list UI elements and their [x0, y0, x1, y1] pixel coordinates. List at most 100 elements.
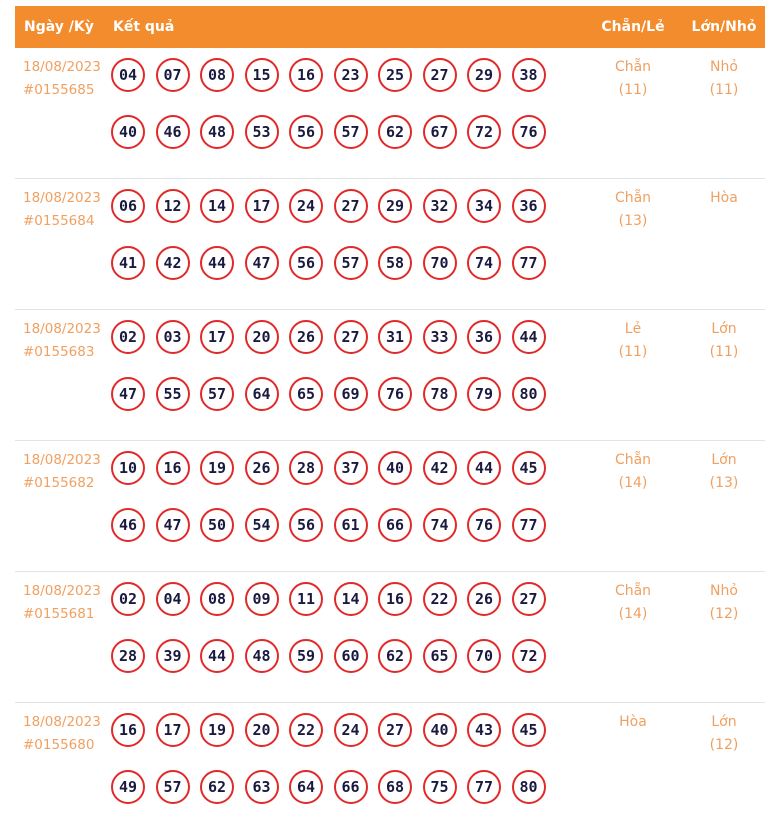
big-small-cell: Hòa — [683, 179, 765, 309]
number-ball: 28 — [111, 639, 145, 673]
even-odd-cell: Hòa — [583, 703, 683, 834]
even-odd-label: Hòa — [619, 714, 647, 730]
draw-id: #0155681 — [23, 606, 95, 622]
big-small-count: (11) — [709, 82, 739, 98]
number-ball: 76 — [378, 377, 412, 411]
number-ball: 16 — [289, 58, 323, 92]
number-ball: 66 — [333, 770, 368, 804]
number-ball: 29 — [467, 58, 501, 92]
number-ball: 66 — [378, 508, 412, 542]
table-row: 18/08/2023 #0155681 02 04 08 09 11 14 16 22 26 27 2… — [15, 572, 765, 703]
number-ball: 78 — [422, 377, 457, 411]
big-small-label: Nhỏ — [710, 583, 738, 599]
number-ball: 16 — [378, 582, 412, 616]
number-ball: 70 — [422, 246, 457, 280]
number-ball: 64 — [289, 770, 323, 804]
number-ball: 72 — [467, 115, 501, 149]
number-ball: 34 — [467, 189, 501, 223]
big-small-label: Nhỏ — [710, 59, 738, 75]
number-ball: 47 — [111, 377, 145, 411]
even-odd-label: Chẵn — [614, 583, 652, 599]
number-ball: 64 — [244, 377, 279, 411]
results-table: Ngày /Kỳ Kết quả Chẵn/Lẻ Lớn/Nhỏ 18/08/2… — [15, 6, 765, 834]
number-ball: 26 — [244, 451, 279, 485]
header-big-small: Lớn/Nhỏ — [691, 19, 757, 35]
draw-id: #0155684 — [23, 213, 95, 229]
number-ball: 14 — [200, 189, 234, 223]
number-ball: 16 — [155, 451, 190, 485]
big-small-cell: Lớn (13) — [683, 441, 765, 571]
number-ball: 37 — [333, 451, 368, 485]
even-odd-cell: Lẻ (11) — [583, 310, 683, 440]
number-ball: 76 — [467, 508, 501, 542]
number-ball: 62 — [200, 770, 234, 804]
table-row: 18/08/2023 #0155683 02 03 17 20 26 27 31 33 36 44 4… — [15, 310, 765, 441]
number-ball: 56 — [289, 115, 323, 149]
number-ball: 24 — [333, 713, 368, 747]
number-ball: 03 — [155, 320, 190, 354]
number-ball: 80 — [511, 377, 546, 411]
big-small-label: Lớn — [711, 714, 737, 730]
number-ball: 77 — [511, 246, 546, 280]
number-ball: 57 — [333, 246, 368, 280]
number-ball: 17 — [200, 320, 234, 354]
number-ball: 57 — [155, 770, 190, 804]
number-ball: 20 — [244, 713, 279, 747]
result-cell: 10 16 19 26 28 37 40 42 44 45 46 47 50 54 56 61 66 74 76 77 — [111, 441, 583, 571]
date-cell: 18/08/2023 #0155680 — [15, 703, 113, 834]
big-small-count: (12) — [709, 737, 739, 753]
big-small-cell: Lớn (11) — [683, 310, 765, 440]
number-ball: 39 — [155, 639, 190, 673]
number-ball: 57 — [200, 377, 234, 411]
number-ball: 63 — [244, 770, 279, 804]
date-cell: 18/08/2023 #0155681 — [15, 572, 113, 702]
big-small-cell: Nhỏ (12) — [683, 572, 765, 702]
number-ball: 11 — [289, 582, 323, 616]
number-ball: 36 — [467, 320, 501, 354]
draw-date: 18/08/2023 — [23, 714, 101, 730]
number-ball: 74 — [467, 246, 501, 280]
number-ball: 45 — [511, 451, 546, 485]
number-ball: 76 — [511, 115, 546, 149]
number-ball: 14 — [333, 582, 368, 616]
number-ball: 15 — [244, 58, 279, 92]
number-ball: 27 — [422, 58, 457, 92]
number-ball: 48 — [244, 639, 279, 673]
number-ball: 20 — [244, 320, 279, 354]
number-ball: 27 — [333, 320, 368, 354]
big-small-count: (11) — [709, 344, 739, 360]
number-ball: 31 — [378, 320, 412, 354]
number-ball: 55 — [155, 377, 190, 411]
big-small-count: (13) — [709, 475, 739, 491]
number-ball: 45 — [511, 713, 546, 747]
even-odd-cell: Chẵn (13) — [583, 179, 683, 309]
even-odd-count: (14) — [618, 606, 648, 622]
number-ball: 65 — [422, 639, 457, 673]
number-ball: 72 — [511, 639, 546, 673]
number-ball: 12 — [155, 189, 190, 223]
number-ball: 40 — [111, 115, 145, 149]
number-ball: 50 — [200, 508, 234, 542]
number-ball: 17 — [244, 189, 279, 223]
table-body: 18/08/2023 #0155685 04 07 08 15 16 23 25 27 29 38 4… — [15, 48, 765, 834]
date-cell: 18/08/2023 #0155683 — [15, 310, 113, 440]
number-ball: 41 — [111, 246, 145, 280]
result-cell: 06 12 14 17 24 27 29 32 34 36 41 42 44 47 56 57 58 70 74 77 — [111, 179, 583, 309]
draw-date: 18/08/2023 — [23, 321, 101, 337]
date-cell: 18/08/2023 #0155682 — [15, 441, 113, 571]
date-cell: 18/08/2023 #0155684 — [15, 179, 113, 309]
number-ball: 44 — [200, 246, 234, 280]
number-ball: 68 — [378, 770, 412, 804]
even-odd-count: (13) — [618, 213, 648, 229]
number-ball: 10 — [111, 451, 145, 485]
number-ball: 16 — [111, 713, 145, 747]
big-small-label: Lớn — [711, 321, 737, 337]
number-ball: 29 — [378, 189, 412, 223]
draw-date: 18/08/2023 — [23, 59, 101, 75]
number-ball: 59 — [289, 639, 323, 673]
number-ball: 02 — [111, 582, 145, 616]
number-ball: 23 — [333, 58, 368, 92]
number-ball: 43 — [467, 713, 501, 747]
even-odd-label: Chẵn — [614, 59, 652, 75]
number-ball: 27 — [378, 713, 412, 747]
